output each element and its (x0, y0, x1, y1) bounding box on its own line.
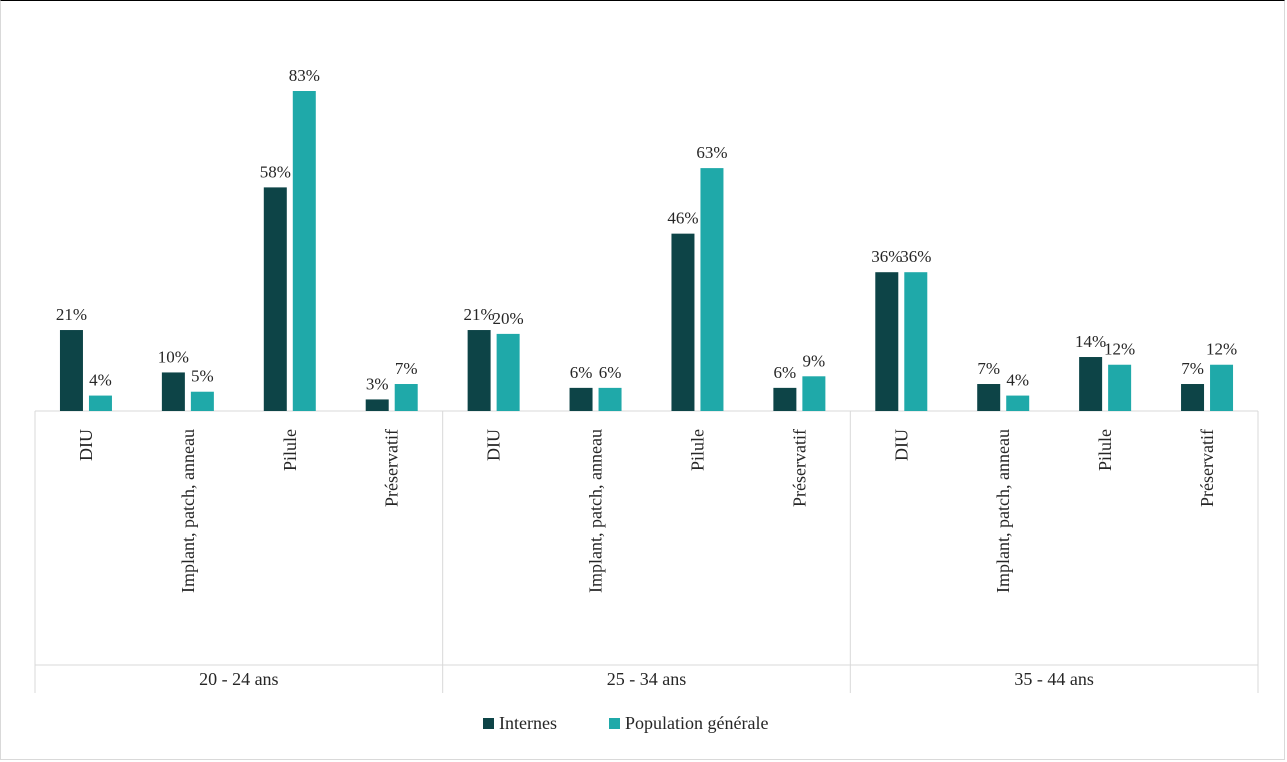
bar-population-generale (802, 376, 826, 411)
bar-internes (773, 387, 797, 411)
bar-population-generale (1108, 364, 1132, 411)
data-label: 4% (1006, 371, 1029, 390)
bar-internes (977, 384, 1001, 411)
legend-swatch (483, 718, 494, 729)
data-label: 4% (89, 371, 112, 390)
data-label: 14% (1075, 332, 1106, 351)
bar-internes (59, 330, 83, 411)
data-label: 5% (191, 367, 214, 386)
bar-population-generale (1006, 395, 1030, 411)
data-label: 3% (366, 374, 389, 393)
data-label: 12% (1206, 340, 1237, 359)
bar-internes (365, 399, 389, 411)
bar-population-generale (88, 395, 112, 411)
bar-population-generale (904, 272, 928, 411)
data-label: 7% (395, 359, 418, 378)
data-label: 6% (599, 363, 622, 382)
bar-population-generale (1210, 364, 1234, 411)
category-label: Implant, patch, anneau (178, 429, 198, 593)
legend-label: Internes (499, 713, 557, 733)
category-label: Implant, patch, anneau (586, 429, 606, 593)
bar-internes (875, 272, 899, 411)
bar-population-generale (190, 391, 214, 411)
bar-internes (467, 330, 491, 411)
bar-internes (1181, 384, 1205, 411)
category-label: DIU (76, 429, 96, 461)
group-label: 20 - 24 ans (199, 669, 279, 689)
data-label: 12% (1104, 340, 1135, 359)
data-label: 58% (260, 162, 291, 181)
bar-internes (569, 387, 593, 411)
data-label: 6% (570, 363, 593, 382)
data-label: 46% (667, 209, 698, 228)
bar-population-generale (394, 384, 418, 411)
group-label: 35 - 44 ans (1014, 669, 1094, 689)
data-label: 7% (1181, 359, 1204, 378)
category-label: Pilule (1095, 429, 1115, 471)
bar-population-generale (598, 387, 622, 411)
category-label: DIU (484, 429, 504, 461)
data-label: 36% (871, 247, 902, 266)
category-label: Préservatif (1197, 429, 1217, 507)
category-label: Préservatif (382, 429, 402, 507)
data-label: 36% (900, 247, 931, 266)
bar-population-generale (496, 333, 520, 411)
data-label: 83% (289, 66, 320, 85)
data-label: 10% (158, 347, 189, 366)
bar-internes (1079, 357, 1103, 411)
legend-swatch (609, 718, 620, 729)
legend-label: Population générale (625, 713, 768, 733)
category-label: Pilule (687, 429, 707, 471)
data-label: 7% (977, 359, 1000, 378)
data-label: 21% (464, 305, 495, 324)
data-label: 6% (774, 363, 797, 382)
category-label: Préservatif (789, 429, 809, 507)
data-label: 21% (56, 305, 87, 324)
category-label: Pilule (280, 429, 300, 471)
bar-internes (263, 187, 287, 411)
bar-internes (161, 372, 185, 411)
category-label: DIU (891, 429, 911, 461)
group-label: 25 - 34 ans (607, 669, 687, 689)
bar-population-generale (700, 168, 724, 411)
data-label: 63% (696, 143, 727, 162)
category-label: Implant, patch, anneau (993, 429, 1013, 593)
bar-internes (671, 233, 695, 411)
data-label: 9% (803, 351, 826, 370)
data-label: 20% (493, 309, 524, 328)
bar-population-generale (292, 91, 316, 411)
